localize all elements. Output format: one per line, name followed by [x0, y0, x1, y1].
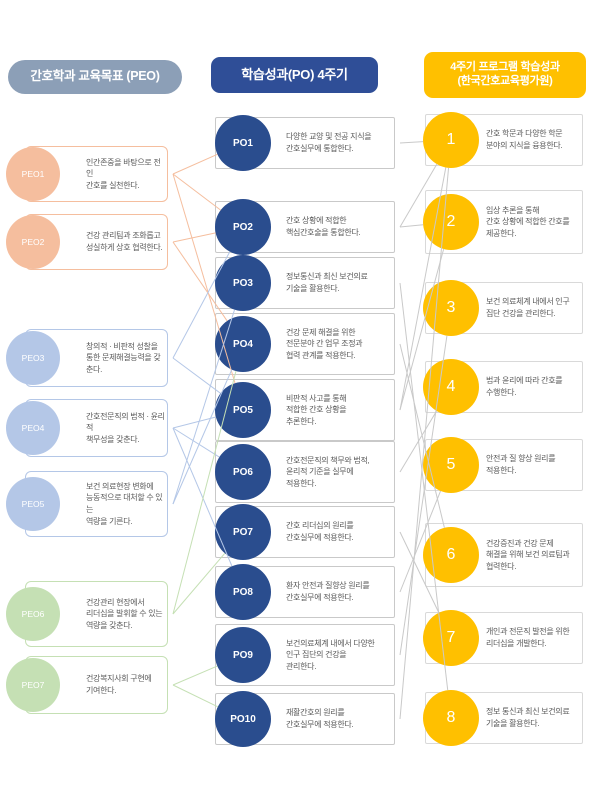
peo-text-PEO3: 창의적 · 비판적 성찰을 통한 문제해결능력을 갖춘다. — [86, 341, 161, 374]
kabone-column-header-line1: 4주기 프로그램 학습성과 — [450, 61, 560, 74]
po-text-PO3: 정보통신과 최신 보건의료 기술을 활용한다. — [286, 272, 368, 293]
po-circle-label-PO2: PO2 — [232, 221, 253, 233]
po-circle-PO2: PO2 — [215, 199, 271, 255]
po-circle-PO10: PO10 — [215, 691, 271, 747]
kabone-circle-K3: 3 — [423, 280, 479, 336]
kabone-text-K3: 보건 의료체계 내에서 인구 집단 건강을 관리한다. — [486, 297, 570, 318]
kabone-circle-label-K1: 1 — [446, 131, 456, 148]
kabone-text-K5: 안전과 질 향상 원리를 적용한다. — [486, 454, 556, 475]
kabone-column-header: 4주기 프로그램 학습성과 (한국간호교육평가원) — [424, 52, 586, 98]
peo-circle-label-PEO2: PEO2 — [21, 237, 45, 247]
peo-text-PEO2: 건강 관리팀과 조화롭고 성실하게 상호 협력한다. — [86, 231, 163, 252]
po-circle-label-PO3: PO3 — [232, 277, 253, 289]
po-circle-label-PO7: PO7 — [232, 526, 253, 538]
kabone-circle-label-K3: 3 — [446, 299, 456, 316]
po-circle-PO1: PO1 — [215, 115, 271, 171]
link-PO1-K1 — [399, 141, 424, 144]
po-column-header-label: 학습성과(PO) 4주기 — [241, 66, 348, 82]
kabone-circle-K1: 1 — [423, 112, 479, 168]
kabone-text-K7: 개인과 전문직 발전을 위한 리더십을 개발한다. — [486, 627, 570, 648]
peo-circle-PEO7: PEO7 — [6, 658, 60, 712]
po-circle-label-PO10: PO10 — [230, 713, 256, 725]
po-text-PO10: 재활간호의 원리를 간호실무에 적용한다. — [286, 708, 354, 729]
peo-circle-label-PEO7: PEO7 — [21, 680, 45, 690]
kabone-text-K8: 정보 통신과 최신 보건의료 기술을 활용한다. — [486, 707, 570, 728]
peo-text-PEO7: 건강복지사회 구현에 기여한다. — [86, 674, 152, 695]
peo-column-header-label: 간호학과 교육목표 (PEO) — [30, 69, 160, 84]
link-PEO1-PO1 — [172, 153, 218, 175]
po-circle-label-PO6: PO6 — [232, 466, 253, 478]
po-text-PO1: 다양한 교양 및 전공 지식을 간호실무에 통합한다. — [286, 132, 372, 153]
peo-circle-label-PEO4: PEO4 — [21, 423, 45, 433]
kabone-circle-K2: 2 — [423, 194, 479, 250]
po-text-PO2: 간호 상황에 적합한 핵심간호술을 통합한다. — [286, 216, 361, 237]
po-text-PO4: 건강 문제 해결을 위한 전문분야 간 업무 조정과 협력 관계를 적용한다. — [286, 327, 363, 360]
po-text-PO9: 보건의료체계 내에서 다양한 인구 집단의 건강을 관리한다. — [286, 638, 375, 671]
peo-circle-label-PEO1: PEO1 — [21, 169, 45, 179]
po-circle-label-PO9: PO9 — [232, 649, 253, 661]
link-PEO1-PO2 — [172, 173, 221, 211]
peo-text-PEO4: 간호전문직의 법적 · 윤리적 책무성을 갖춘다. — [86, 411, 165, 444]
po-text-PO6: 간호전문직의 책무와 법적, 윤리적 기준을 실무에 적용한다. — [286, 455, 370, 488]
po-circle-PO4: PO4 — [215, 316, 271, 372]
po-circle-PO5: PO5 — [215, 382, 271, 438]
peo-circle-PEO1: PEO1 — [6, 147, 60, 201]
peo-column-header: 간호학과 교육목표 (PEO) — [8, 60, 182, 94]
link-PEO7-PO10 — [172, 684, 219, 708]
peo-circle-PEO4: PEO4 — [6, 401, 60, 455]
kabone-circle-K5: 5 — [423, 437, 479, 493]
kabone-circle-K6: 6 — [423, 527, 479, 583]
po-text-PO5: 비판적 사고를 통해 적합한 간호 상황을 추론한다. — [286, 393, 347, 426]
peo-circle-label-PEO6: PEO6 — [21, 609, 45, 619]
po-circle-label-PO8: PO8 — [232, 586, 253, 598]
peo-circle-PEO6: PEO6 — [6, 587, 60, 641]
kabone-circle-label-K5: 5 — [446, 456, 456, 473]
link-PEO4-PO5 — [172, 416, 217, 429]
po-circle-PO3: PO3 — [215, 255, 271, 311]
kabone-column-header-line2: (한국간호교육평가원) — [457, 75, 553, 87]
kabone-circle-label-K2: 2 — [446, 213, 456, 230]
po-column-header: 학습성과(PO) 4주기 — [211, 57, 378, 93]
kabone-circle-K7: 7 — [423, 610, 479, 666]
peo-circle-label-PEO5: PEO5 — [21, 499, 45, 509]
link-PEO7-PO9 — [172, 665, 218, 686]
peo-text-PEO1: 인간존중을 바탕으로 전인 간호를 실천한다. — [86, 157, 161, 190]
kabone-circle-label-K8: 8 — [446, 709, 456, 726]
po-circle-label-PO5: PO5 — [232, 404, 253, 416]
kabone-text-K6: 건강증진과 건강 문제 해결을 위해 보건 의료팀과 협력한다. — [486, 538, 570, 571]
link-PEO4-PO6 — [172, 427, 220, 458]
kabone-text-K2: 임상 추론을 통해 간호 상황에 적합한 간호를 제공한다. — [486, 205, 570, 238]
kabone-circle-K4: 4 — [423, 359, 479, 415]
po-circle-PO8: PO8 — [215, 564, 271, 620]
po-text-PO7: 간호 리더십의 원리를 간호실무에 적용한다. — [286, 521, 354, 542]
kabone-circle-label-K6: 6 — [446, 546, 456, 563]
kabone-text-K1: 간호 학문과 다양한 학문 분야의 지식을 융용한다. — [486, 129, 563, 150]
link-PEO3-PO5 — [172, 357, 221, 394]
peo-text-PEO6: 건강관리 현장에서 리더십을 발휘할 수 있는 역량을 갖춘다. — [86, 597, 163, 630]
kabone-circle-label-K4: 4 — [446, 378, 456, 395]
po-circle-label-PO1: PO1 — [232, 137, 253, 149]
link-PEO2-PO2 — [172, 232, 216, 243]
peo-text-PEO5: 보건 의료현장 변화에 능동적으로 대처할 수 있는 역량을 기른다. — [86, 481, 163, 526]
peo-circle-PEO2: PEO2 — [6, 215, 60, 269]
po-circle-PO6: PO6 — [215, 444, 271, 500]
peo-circle-PEO5: PEO5 — [6, 477, 60, 531]
po-text-PO8: 환자 안전과 질향상 원리를 간호실무에 적용한다. — [286, 581, 370, 602]
peo-circle-PEO3: PEO3 — [6, 331, 60, 385]
po-circle-PO7: PO7 — [215, 504, 271, 560]
po-circle-PO9: PO9 — [215, 627, 271, 683]
link-PO2-K2 — [399, 224, 424, 228]
po-circle-label-PO4: PO4 — [232, 338, 253, 350]
kabone-circle-K8: 8 — [423, 690, 479, 746]
kabone-circle-label-K7: 7 — [446, 629, 456, 646]
kabone-text-K4: 법과 윤리에 따라 간호를 수행한다. — [486, 376, 563, 397]
peo-circle-label-PEO3: PEO3 — [21, 353, 45, 363]
